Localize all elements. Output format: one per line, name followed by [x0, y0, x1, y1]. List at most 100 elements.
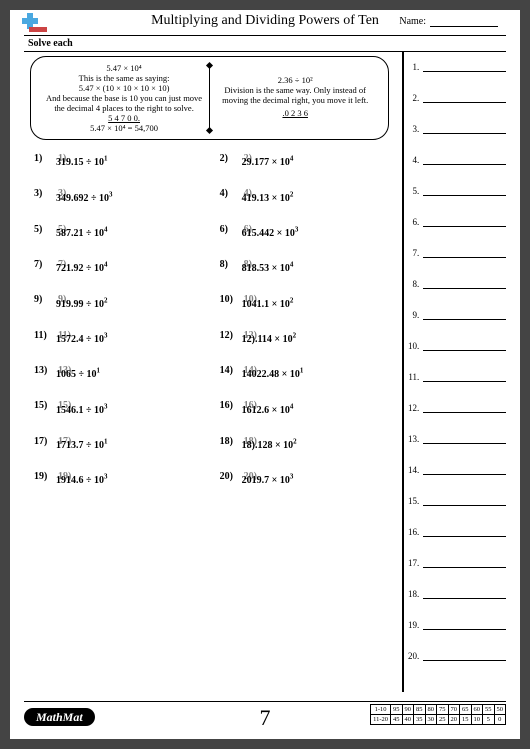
example-line: 5 4 7 0 0. — [43, 113, 205, 123]
plus-minus-icon — [20, 12, 50, 34]
answer-row[interactable]: 6. — [405, 215, 506, 227]
answer-line[interactable] — [423, 629, 506, 630]
answer-line[interactable] — [423, 102, 506, 103]
answer-row[interactable]: 2. — [405, 91, 506, 103]
worksheet-page: Multiplying and Dividing Powers of Ten N… — [10, 10, 520, 739]
example-line: 5.47 × 10⁴ = 54,700 — [43, 123, 205, 133]
example-divide: 2.36 ÷ 10² Division is the same way. Onl… — [210, 63, 380, 133]
answer-number: 15. — [405, 496, 419, 506]
answer-line[interactable] — [423, 164, 506, 165]
answer-number: 16. — [405, 527, 419, 537]
problem: 8)8)818.53 × 104 — [220, 258, 386, 276]
score-cell: 60 — [471, 705, 483, 715]
answer-row[interactable]: 5. — [405, 184, 506, 196]
example-line: moving the decimal right, you move it le… — [214, 95, 376, 105]
answer-row[interactable]: 1. — [405, 60, 506, 72]
problem: 5)5)587.21 ÷ 104 — [34, 223, 200, 241]
problem-ghost: 1) — [58, 152, 66, 166]
problem: 18)18)18).128 × 102 — [220, 435, 386, 453]
example-line: 2.36 ÷ 10² — [214, 75, 376, 85]
answer-row[interactable]: 14. — [405, 463, 506, 475]
answer-line[interactable] — [423, 474, 506, 475]
answer-number: 10. — [405, 341, 419, 351]
answer-line[interactable] — [423, 443, 506, 444]
answer-row[interactable]: 13. — [405, 432, 506, 444]
answer-line[interactable] — [423, 257, 506, 258]
answer-row[interactable]: 7. — [405, 246, 506, 258]
score-cell: 70 — [448, 705, 460, 715]
score-cell: 75 — [437, 705, 449, 715]
answer-line[interactable] — [423, 598, 506, 599]
answer-row[interactable]: 8. — [405, 277, 506, 289]
score-label: 11-20 — [371, 715, 391, 725]
problem-number: 7) — [34, 258, 42, 272]
answer-line[interactable] — [423, 71, 506, 72]
score-cell: 45 — [391, 715, 403, 725]
example-line: Division is the same way. Only instead o… — [214, 85, 376, 95]
problem-number: 18) — [220, 435, 233, 449]
score-cell: 50 — [494, 705, 506, 715]
answer-line[interactable] — [423, 319, 506, 320]
answer-line[interactable] — [423, 133, 506, 134]
answer-number: 8. — [405, 279, 419, 289]
answer-line[interactable] — [423, 567, 506, 568]
score-cell: 95 — [391, 705, 403, 715]
problem-ghost: 8) — [244, 258, 252, 272]
problem: 19)19)1914.6 ÷ 103 — [34, 470, 200, 488]
score-label: 1-10 — [371, 705, 391, 715]
answer-row[interactable]: 9. — [405, 308, 506, 320]
answer-row[interactable]: 10. — [405, 339, 506, 351]
score-cell: 20 — [448, 715, 460, 725]
answer-row[interactable]: 11. — [405, 370, 506, 382]
left-column: 5.47 × 10⁴ This is the same as saying: 5… — [24, 52, 395, 692]
problem-number: 1) — [34, 152, 42, 166]
problem: 3)3)349.692 ÷ 103 — [34, 187, 200, 205]
answer-row[interactable]: 3. — [405, 122, 506, 134]
problem: 20)20)2019.7 × 103 — [220, 470, 386, 488]
problem: 10)10)1041.1 × 102 — [220, 293, 386, 311]
problem-number: 19) — [34, 470, 47, 484]
answer-line[interactable] — [423, 536, 506, 537]
answer-row[interactable]: 15. — [405, 494, 506, 506]
answer-number: 14. — [405, 465, 419, 475]
answer-row[interactable]: 16. — [405, 525, 506, 537]
problem-ghost: 6) — [244, 223, 252, 237]
instruction: Solve each — [28, 38, 520, 49]
answer-number: 11. — [405, 372, 419, 382]
score-cell: 30 — [425, 715, 437, 725]
problem-number: 20) — [220, 470, 233, 484]
problem-number: 11) — [34, 329, 47, 343]
name-label: Name: — [399, 16, 426, 27]
answer-line[interactable] — [423, 660, 506, 661]
problem-ghost: 9) — [58, 293, 66, 307]
problems-grid: 1)1)319.15 ÷ 1013)3)349.692 ÷ 1035)5)587… — [24, 146, 395, 511]
answer-number: 4. — [405, 155, 419, 165]
answer-number: 18. — [405, 589, 419, 599]
problem-number: 10) — [220, 293, 233, 307]
answer-line[interactable] — [423, 195, 506, 196]
answer-row[interactable]: 4. — [405, 153, 506, 165]
answer-row[interactable]: 17. — [405, 556, 506, 568]
answer-line[interactable] — [423, 350, 506, 351]
answer-row[interactable]: 12. — [405, 401, 506, 413]
answer-line[interactable] — [423, 288, 506, 289]
answers-list: 1. 2. 3. 4. 5. 6. 7. 8. 9. 10. 11. 12. 13. 14. 15. 16. 1… — [405, 60, 506, 661]
example-multiply: 5.47 × 10⁴ This is the same as saying: 5… — [39, 63, 209, 133]
example-line: .0 2 3 6 — [214, 108, 376, 118]
problem-number: 8) — [220, 258, 228, 272]
name-input-line[interactable] — [430, 26, 498, 27]
content-area: 5.47 × 10⁴ This is the same as saying: 5… — [24, 52, 506, 692]
answer-row[interactable]: 20. — [405, 649, 506, 661]
problem-ghost: 10) — [244, 293, 257, 307]
problem-ghost: 17) — [58, 435, 71, 449]
answer-line[interactable] — [423, 412, 506, 413]
score-cell: 65 — [460, 705, 472, 715]
answer-line[interactable] — [423, 505, 506, 506]
brand-badge: MathMat — [24, 708, 95, 726]
answer-row[interactable]: 18. — [405, 587, 506, 599]
answer-line[interactable] — [423, 381, 506, 382]
vertical-divider — [402, 52, 404, 692]
problem: 1)1)319.15 ÷ 101 — [34, 152, 200, 170]
answer-row[interactable]: 19. — [405, 618, 506, 630]
answer-line[interactable] — [423, 226, 506, 227]
